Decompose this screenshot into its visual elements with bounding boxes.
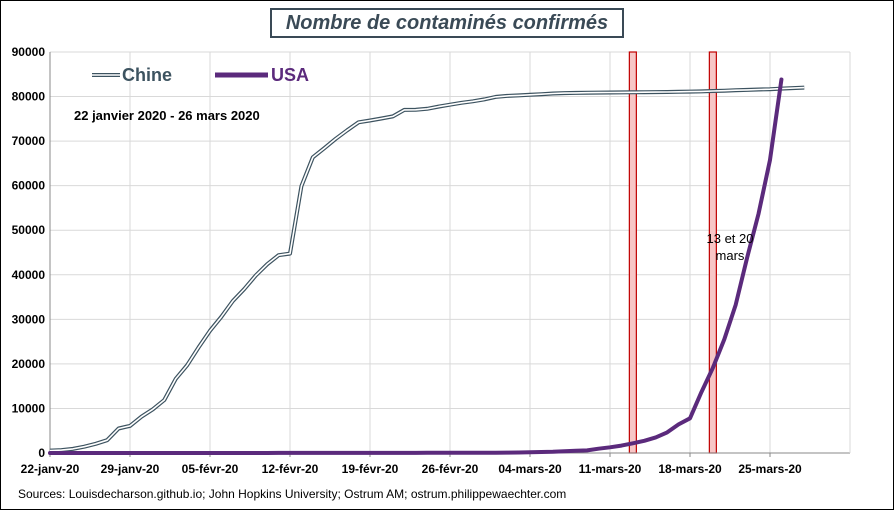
- highlight-band: [628, 51, 637, 454]
- legend: Chine USA: [92, 65, 309, 85]
- y-tick-label: 80000: [12, 90, 46, 104]
- x-tick-label: 11-mars-20: [579, 462, 642, 476]
- x-tick-labels: 22-janv-20 29-janv-20 05-févr-20 12-févr-20…: [21, 462, 802, 476]
- series-usa-line: [48, 77, 784, 455]
- x-tick-label: 04-mars-20: [498, 462, 562, 476]
- legend-chine-label: Chine: [122, 65, 172, 85]
- annotation-line-2: mars: [716, 248, 745, 263]
- chart-title: Nombre de contaminés confirmés: [285, 11, 609, 34]
- legend-usa-label: USA: [271, 65, 309, 85]
- x-tick-label: 18-mars-20: [658, 462, 722, 476]
- y-tick-label: 90000: [12, 45, 46, 59]
- x-tick-label: 22-janv-20: [21, 462, 80, 476]
- y-tick-label: 20000: [12, 357, 46, 371]
- y-tick-label: 10000: [12, 401, 46, 415]
- y-tick-label: 30000: [12, 312, 46, 326]
- annotation-line-1: 13 et 20: [707, 231, 754, 246]
- x-tick-label: 12-févr-20: [262, 462, 319, 476]
- x-tick-label: 19-févr-20: [342, 462, 399, 476]
- y-tick-label: 50000: [12, 223, 46, 237]
- series-chine-line: [49, 85, 805, 453]
- sources-note: Sources: Louisdecharson.github.io; John …: [18, 487, 567, 501]
- y-tick-labels: 0 10000 20000 30000 40000 50000 60000 70000 8000…: [12, 45, 46, 460]
- x-tick-label: 26-févr-20: [422, 462, 479, 476]
- series-chine-line-inner: [49, 86, 805, 452]
- x-tick-label: 29-janv-20: [101, 462, 160, 476]
- y-tick-label: 70000: [12, 134, 46, 148]
- chart-subtitle: 22 janvier 2020 - 26 mars 2020: [74, 108, 260, 123]
- y-tick-label: 40000: [12, 268, 46, 282]
- x-tick-label: 25-mars-20: [738, 462, 802, 476]
- y-tick-label: 0: [38, 446, 45, 460]
- y-tick-label: 60000: [12, 179, 46, 193]
- chart-title-box: Nombre de contaminés confirmés: [270, 8, 624, 38]
- highlight-bands: [628, 51, 717, 454]
- x-tick-label: 05-févr-20: [182, 462, 239, 476]
- annotation: 13 et 20 mars: [707, 231, 754, 263]
- series-lines: [48, 77, 805, 455]
